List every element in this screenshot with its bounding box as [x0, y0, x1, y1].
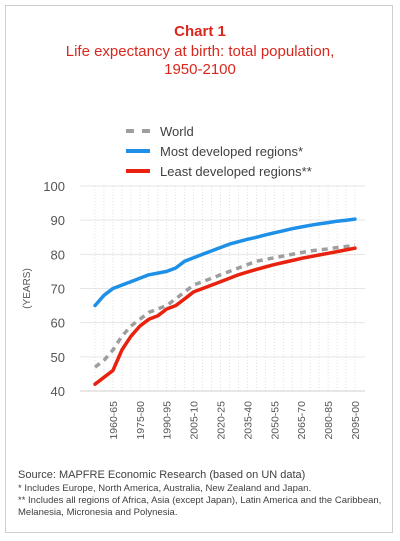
x-tick-label: 2050-55 [269, 401, 281, 440]
y-tick-label: 70 [51, 282, 65, 297]
legend-item-least: Least developed regions** [126, 162, 312, 180]
legend-swatch-least [126, 169, 150, 173]
x-tick-label: 2080-85 [323, 401, 335, 440]
legend-item-developed: Most developed regions* [126, 142, 312, 160]
legend-label-world: World [160, 123, 194, 139]
y-tick-label: 90 [51, 213, 65, 228]
y-tick-label: 40 [51, 384, 65, 399]
x-tick-label: 2095-00 [350, 401, 362, 440]
y-tick-label: 80 [51, 247, 65, 262]
footnote-1: * Includes Europe, North America, Austra… [18, 483, 312, 494]
chart-label: Chart 1 [174, 23, 226, 40]
legend-item-world: World [126, 122, 312, 140]
y-tick-label: 50 [51, 350, 65, 365]
series-line-developed [93, 217, 357, 308]
legend-label-least: Least developed regions** [160, 163, 312, 179]
chart-footer: Source: MAPFRE Economic Research (based … [18, 469, 388, 519]
x-tick-label: 2065-70 [296, 401, 308, 440]
x-tick-label: 1975-80 [135, 401, 147, 440]
chart-title-line1: Life expectancy at birth: total populati… [65, 43, 335, 60]
legend-label-developed: Most developed regions* [160, 143, 304, 159]
y-tick-label: 60 [51, 316, 65, 331]
y-tick-label: 100 [43, 179, 65, 194]
x-tick-label: 2005-10 [189, 401, 201, 440]
x-tick-label: 2020-25 [216, 401, 228, 440]
chart-legend: World Most developed regions* Least deve… [126, 122, 312, 182]
legend-swatch-developed [126, 149, 150, 153]
legend-swatch-world [126, 129, 150, 133]
x-tick-label: 1960-65 [108, 401, 120, 440]
x-tick-label: 1990-95 [162, 401, 174, 440]
x-tick-label: 2035-40 [242, 401, 254, 440]
chart-card: Chart 1 Life expectancy at birth: total … [5, 5, 393, 533]
footnote-2: ** Includes all regions of Africa, Asia … [18, 495, 382, 518]
chart-title-line2: 1950-2100 [164, 61, 236, 78]
series-line-world [93, 243, 356, 369]
series-line-least [93, 246, 357, 386]
source-note: Source: MAPFRE Economic Research (based … [18, 469, 306, 481]
y-axis-label: (YEARS) [22, 268, 33, 309]
